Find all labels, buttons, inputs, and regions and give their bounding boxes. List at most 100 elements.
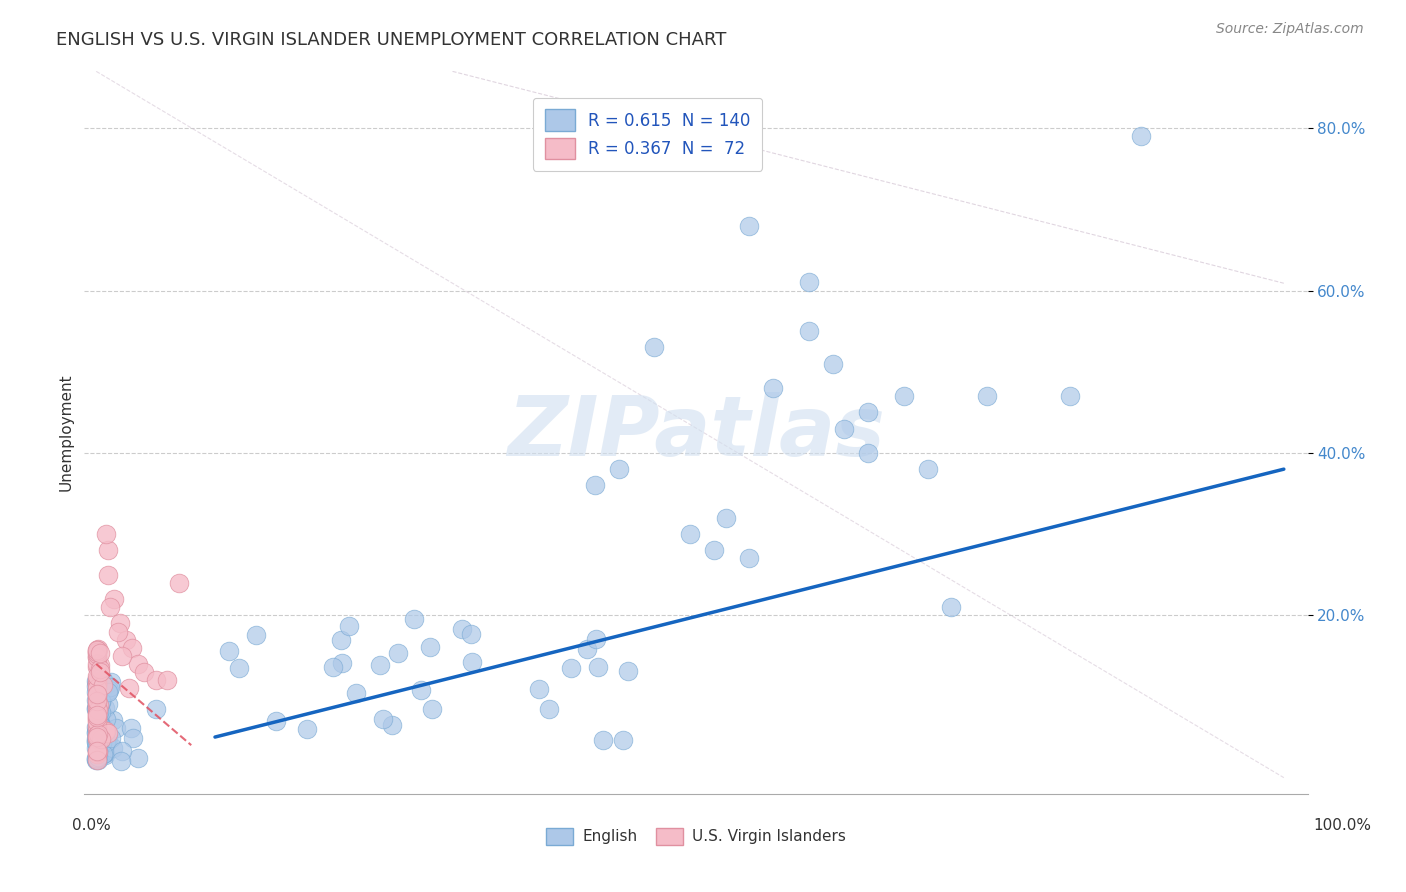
Point xyxy=(84,753,107,767)
Point xyxy=(156,673,179,688)
Point xyxy=(107,624,129,639)
Text: ENGLISH VS U.S. VIRGIN ISLANDER UNEMPLOYMENT CORRELATION CHART: ENGLISH VS U.S. VIRGIN ISLANDER UNEMPLOY… xyxy=(56,31,727,49)
Point xyxy=(97,682,120,697)
Point xyxy=(96,735,118,749)
Point xyxy=(145,702,167,716)
Point xyxy=(527,681,550,696)
Point xyxy=(86,688,108,702)
Point xyxy=(218,643,240,657)
Point xyxy=(834,421,856,435)
Point xyxy=(86,689,108,703)
Point xyxy=(86,731,108,746)
Point xyxy=(86,707,108,722)
Point xyxy=(97,697,120,711)
Point xyxy=(84,735,107,749)
Point xyxy=(120,721,142,735)
Point xyxy=(560,661,582,675)
Point xyxy=(419,640,441,654)
Point xyxy=(96,684,118,698)
Point xyxy=(111,744,134,758)
Point xyxy=(145,673,167,688)
Point xyxy=(420,702,443,716)
Point xyxy=(856,446,879,460)
Point xyxy=(976,389,998,403)
Point xyxy=(84,726,107,740)
Point xyxy=(87,738,110,752)
Point xyxy=(86,719,108,733)
Point xyxy=(90,747,112,761)
Point xyxy=(86,650,108,665)
Point xyxy=(575,641,598,656)
Point xyxy=(322,660,344,674)
Point xyxy=(86,725,108,739)
Point xyxy=(86,722,108,736)
Point xyxy=(91,686,114,700)
Point xyxy=(90,695,112,709)
Point xyxy=(97,731,120,746)
Point xyxy=(90,724,112,739)
Point xyxy=(93,746,115,760)
Point xyxy=(84,741,107,756)
Point xyxy=(762,381,785,395)
Point xyxy=(387,647,409,661)
Point xyxy=(585,632,607,646)
Point xyxy=(87,684,110,698)
Point xyxy=(86,753,108,767)
Point xyxy=(86,672,108,686)
Point xyxy=(86,675,108,690)
Point xyxy=(87,732,110,747)
Point xyxy=(703,543,725,558)
Point xyxy=(84,702,107,716)
Point xyxy=(97,726,120,740)
Point xyxy=(86,730,108,744)
Point xyxy=(86,745,108,759)
Point xyxy=(612,732,634,747)
Point xyxy=(86,747,108,761)
Point xyxy=(330,656,353,670)
Point xyxy=(84,733,107,747)
Point xyxy=(86,729,108,743)
Point xyxy=(86,676,108,690)
Text: ZIPatlas: ZIPatlas xyxy=(508,392,884,473)
Point xyxy=(89,658,111,673)
Point xyxy=(86,714,108,729)
Point xyxy=(101,713,124,727)
Point xyxy=(86,713,108,727)
Point xyxy=(89,716,111,731)
Point xyxy=(86,697,108,711)
Point xyxy=(86,753,108,767)
Point xyxy=(87,703,110,717)
Point xyxy=(86,709,108,723)
Point xyxy=(84,684,107,698)
Point xyxy=(89,731,111,745)
Point xyxy=(86,728,108,742)
Point xyxy=(87,680,110,694)
Point xyxy=(86,645,108,659)
Point xyxy=(86,704,108,718)
Point xyxy=(89,662,111,676)
Point xyxy=(127,657,149,671)
Point xyxy=(373,713,395,727)
Point xyxy=(87,736,110,750)
Point xyxy=(108,616,131,631)
Point xyxy=(460,655,482,669)
Point xyxy=(93,746,115,760)
Point xyxy=(89,718,111,732)
Point xyxy=(588,659,610,673)
Point xyxy=(86,687,108,701)
Point xyxy=(89,731,111,746)
Point xyxy=(94,723,117,738)
Point xyxy=(100,675,122,690)
Point xyxy=(94,527,117,541)
Point xyxy=(86,705,108,719)
Point xyxy=(87,710,110,724)
Point xyxy=(917,462,939,476)
Point xyxy=(86,711,108,725)
Point xyxy=(87,727,110,741)
Point xyxy=(86,681,108,695)
Point xyxy=(87,743,110,757)
Point xyxy=(86,643,108,657)
Point xyxy=(86,700,108,714)
Point xyxy=(89,665,111,680)
Point xyxy=(86,701,108,715)
